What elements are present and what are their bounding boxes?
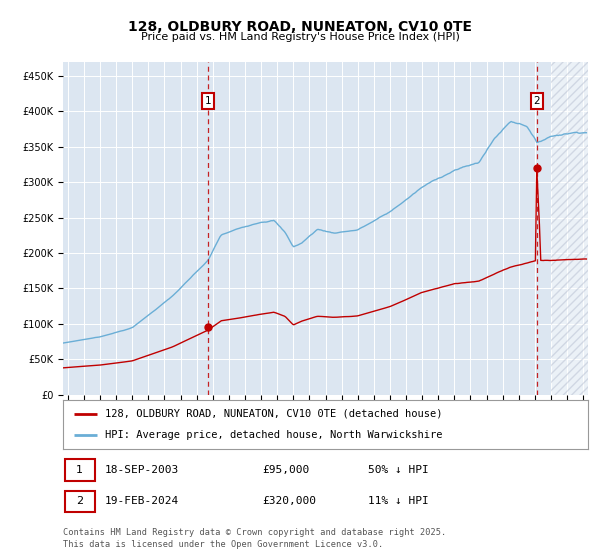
- Text: 19-FEB-2024: 19-FEB-2024: [105, 496, 179, 506]
- Text: 128, OLDBURY ROAD, NUNEATON, CV10 0TE: 128, OLDBURY ROAD, NUNEATON, CV10 0TE: [128, 20, 472, 34]
- Text: Contains HM Land Registry data © Crown copyright and database right 2025.
This d: Contains HM Land Registry data © Crown c…: [63, 528, 446, 549]
- FancyBboxPatch shape: [65, 491, 95, 512]
- Text: 50% ↓ HPI: 50% ↓ HPI: [367, 465, 428, 475]
- Text: 18-SEP-2003: 18-SEP-2003: [105, 465, 179, 475]
- Text: HPI: Average price, detached house, North Warwickshire: HPI: Average price, detached house, Nort…: [105, 430, 443, 440]
- Text: £320,000: £320,000: [263, 496, 317, 506]
- Bar: [551, 62, 600, 395]
- Text: £95,000: £95,000: [263, 465, 310, 475]
- Text: Price paid vs. HM Land Registry's House Price Index (HPI): Price paid vs. HM Land Registry's House …: [140, 32, 460, 43]
- Text: 11% ↓ HPI: 11% ↓ HPI: [367, 496, 428, 506]
- FancyBboxPatch shape: [65, 459, 95, 480]
- Text: 1: 1: [76, 465, 83, 475]
- Text: 128, OLDBURY ROAD, NUNEATON, CV10 0TE (detached house): 128, OLDBURY ROAD, NUNEATON, CV10 0TE (d…: [105, 409, 443, 419]
- Text: 1: 1: [205, 96, 212, 106]
- Text: 2: 2: [533, 96, 540, 106]
- Text: 2: 2: [76, 496, 83, 506]
